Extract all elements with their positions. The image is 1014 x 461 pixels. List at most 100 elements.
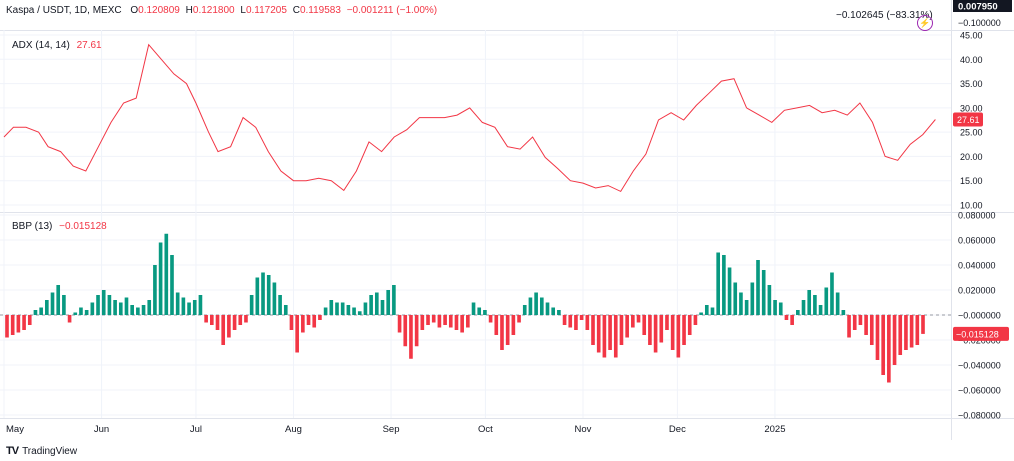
bbp-bar	[454, 315, 459, 330]
bbp-bar	[756, 260, 760, 315]
bbp-bar	[443, 315, 447, 325]
adx-last-value: 27.61	[76, 40, 102, 51]
bbp-bar	[301, 315, 305, 333]
bbp-bar	[210, 315, 214, 325]
bbp-bar	[50, 292, 55, 315]
bbp-bar	[761, 270, 766, 315]
bbp-bar	[73, 312, 78, 315]
bbp-bar	[192, 300, 197, 315]
bbp-bar	[27, 315, 32, 325]
bbp-bar	[636, 315, 641, 323]
price-label-badge	[953, 0, 1012, 12]
bbp-bar	[784, 315, 789, 320]
bbp-bar	[682, 315, 686, 345]
bbp-bar	[414, 315, 419, 347]
bbp-bar	[118, 302, 123, 315]
bbp-bar	[835, 292, 840, 315]
bbp-bar	[773, 300, 777, 315]
bbp-bar	[340, 302, 345, 315]
bbp-ytick-label: −0.060000	[958, 386, 1001, 396]
bbp-bar	[699, 312, 703, 315]
bbp-bar	[551, 307, 556, 315]
bbp-bar	[517, 315, 521, 323]
bbp-bar	[562, 315, 567, 325]
bbp-bar	[147, 300, 152, 315]
bbp-bar	[346, 305, 351, 315]
bbp-bar	[608, 315, 612, 350]
tradingview-brand[interactable]: TV TradingView	[6, 445, 77, 457]
bbp-bar	[710, 307, 715, 315]
bbp-bar	[648, 315, 652, 345]
bbp-ytick-label: −0.080000	[958, 411, 1001, 421]
adx-ytick-label: 10.00	[960, 201, 983, 211]
bbp-bar	[892, 315, 897, 365]
bbp-bar	[887, 315, 891, 383]
bbp-bar	[238, 315, 243, 325]
bbp-bar	[266, 275, 271, 315]
price-label-value: 0.007950	[958, 2, 998, 13]
bbp-bar	[579, 315, 584, 320]
bbp-bar	[847, 315, 851, 338]
adx-ytick-label: 25.00	[960, 128, 983, 138]
bbp-bar	[153, 265, 157, 315]
bbp-bar	[466, 315, 470, 328]
bbp-bar	[830, 272, 834, 315]
bbp-bar	[539, 297, 544, 315]
bbp-bar	[420, 315, 425, 330]
bbp-bar	[431, 315, 436, 323]
tradingview-logo-icon: TV	[6, 445, 19, 457]
bbp-bar	[227, 315, 231, 338]
x-axis-label: Dec	[669, 424, 686, 435]
bbp-bar	[22, 315, 26, 330]
bbp-bar	[45, 300, 49, 315]
bbp-bar	[704, 305, 709, 315]
bbp-bar	[369, 295, 373, 315]
bbp-bar	[249, 295, 254, 315]
bbp-bar	[198, 295, 203, 315]
bbp-bar	[904, 315, 908, 350]
bbp-bar	[881, 315, 885, 375]
bbp-bar	[261, 272, 265, 315]
bbp-bar	[215, 315, 220, 330]
bbp-bar	[670, 315, 675, 350]
bbp-bar	[403, 315, 408, 347]
adx-title: ADX (14, 14)	[12, 40, 70, 51]
x-axis-label: Jun	[94, 424, 109, 435]
bbp-bar	[494, 315, 499, 335]
bbp-bar	[90, 302, 95, 315]
bbp-bar	[39, 307, 43, 315]
bbp-title: BBP (13)	[12, 221, 53, 232]
lightning-icon[interactable]: ⚡	[917, 15, 933, 31]
adx-series-line-tail	[746, 102, 936, 161]
bbp-bar	[511, 315, 516, 335]
bbp-bar	[136, 307, 140, 315]
bbp-bar	[204, 315, 208, 323]
adx-ytick-label: 15.00	[960, 176, 983, 186]
bbp-bar	[864, 315, 868, 335]
bbp-bar	[921, 315, 925, 334]
bbp-bar	[653, 315, 658, 353]
bbp-bar	[824, 287, 829, 315]
tradingview-name: TradingView	[22, 445, 78, 457]
bbp-bar	[278, 295, 282, 315]
adx-legend: ADX (14, 14) 27.61	[12, 40, 102, 51]
bbp-bar	[62, 295, 66, 315]
bbp-bar	[170, 255, 174, 315]
bbp-bar	[790, 315, 794, 325]
overlay-change-value: −0.102645 (−83.31%)	[836, 10, 933, 21]
bbp-bar	[716, 252, 720, 315]
bbp-bar	[852, 315, 857, 330]
low-value: 0.117205	[245, 5, 287, 16]
adx-ytick-label: 35.00	[960, 79, 983, 89]
high-label: H	[185, 5, 193, 16]
bbp-bar	[329, 300, 334, 315]
x-axis-label: Aug	[285, 424, 302, 435]
bbp-bar	[448, 315, 453, 328]
bbp-bar	[483, 310, 487, 315]
high-value: 0.121800	[192, 5, 235, 16]
bbp-bar	[693, 315, 698, 325]
bbp-bar	[767, 285, 772, 315]
bbp-bar	[596, 315, 601, 353]
bbp-bar	[244, 315, 248, 323]
